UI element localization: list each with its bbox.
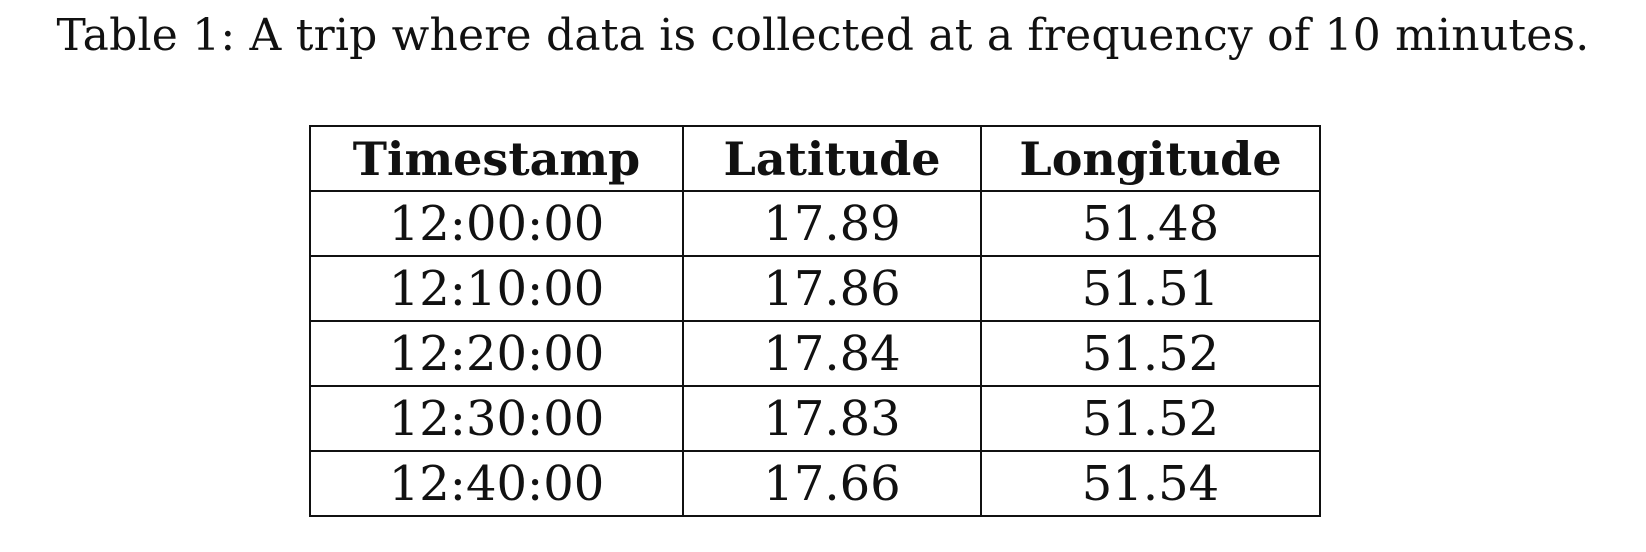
cell-timestamp: 12:00:00 [309, 190, 684, 257]
header-latitude: Latitude [682, 125, 982, 192]
cell-longitude: 51.52 [980, 320, 1321, 387]
cell-longitude: 51.54 [980, 450, 1321, 517]
cell-latitude: 17.83 [682, 385, 982, 452]
cell-latitude: 17.86 [682, 255, 982, 322]
table-row: 12:20:00 17.84 51.52 [309, 320, 1321, 387]
table-row: 12:10:00 17.86 51.51 [309, 255, 1321, 322]
cell-longitude: 51.51 [980, 255, 1321, 322]
cell-latitude: 17.84 [682, 320, 982, 387]
cell-latitude: 17.66 [682, 450, 982, 517]
trip-data-table: Timestamp Latitude Longitude 12:00:00 17… [309, 125, 1321, 517]
table-row: 12:40:00 17.66 51.54 [309, 450, 1321, 517]
table-header-row: Timestamp Latitude Longitude [309, 125, 1321, 192]
header-timestamp: Timestamp [309, 125, 684, 192]
table-row: 12:00:00 17.89 51.48 [309, 190, 1321, 257]
cell-latitude: 17.89 [682, 190, 982, 257]
table-container: Timestamp Latitude Longitude 12:00:00 17… [309, 125, 1321, 517]
table-caption: Table 1: A trip where data is collected … [56, 10, 1590, 61]
cell-timestamp: 12:10:00 [309, 255, 684, 322]
cell-timestamp: 12:20:00 [309, 320, 684, 387]
cell-longitude: 51.48 [980, 190, 1321, 257]
header-longitude: Longitude [980, 125, 1321, 192]
cell-timestamp: 12:30:00 [309, 385, 684, 452]
table-row: 12:30:00 17.83 51.52 [309, 385, 1321, 452]
cell-longitude: 51.52 [980, 385, 1321, 452]
cell-timestamp: 12:40:00 [309, 450, 684, 517]
